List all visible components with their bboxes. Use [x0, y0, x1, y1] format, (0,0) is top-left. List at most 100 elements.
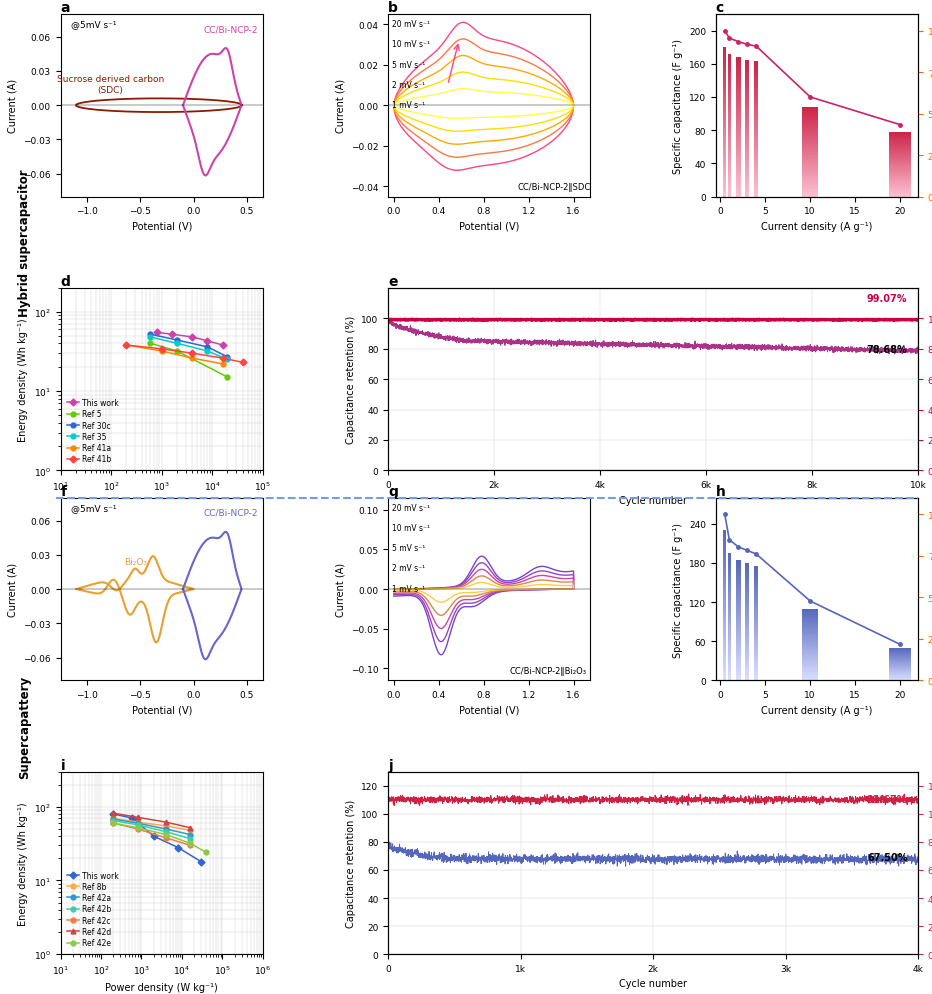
- Bar: [745, 83, 749, 85]
- Bar: [723, 636, 726, 638]
- Bar: [754, 623, 759, 625]
- Bar: [736, 83, 741, 85]
- Bar: [736, 677, 741, 679]
- Bar: [745, 159, 749, 161]
- Bar: [723, 673, 726, 676]
- Bar: [723, 68, 726, 71]
- Bar: [736, 610, 741, 612]
- Bar: [745, 665, 749, 667]
- Bar: [723, 615, 726, 618]
- Bar: [754, 595, 759, 597]
- Bar: [728, 178, 731, 181]
- Bar: [889, 193, 911, 194]
- Bar: [728, 571, 731, 573]
- Bar: [754, 191, 759, 193]
- Bar: [723, 583, 726, 585]
- Bar: [736, 659, 741, 661]
- Ref 42b: [132, 819, 144, 831]
- Bar: [736, 186, 741, 188]
- Bar: [728, 668, 731, 670]
- Bar: [754, 184, 759, 186]
- Bar: [754, 567, 759, 569]
- Bar: [754, 677, 759, 679]
- Bar: [728, 138, 731, 140]
- Ref 42a: [185, 829, 196, 841]
- Ref 42b: [185, 833, 196, 845]
- Bar: [723, 180, 726, 182]
- Bar: [745, 131, 749, 133]
- Bar: [723, 678, 726, 681]
- Bar: [745, 133, 749, 136]
- Bar: [754, 125, 759, 127]
- Bar: [723, 585, 726, 588]
- Bar: [745, 161, 749, 163]
- Bar: [754, 591, 759, 593]
- Bar: [802, 178, 818, 179]
- Bar: [723, 83, 726, 85]
- Bar: [745, 634, 749, 636]
- Bar: [728, 577, 731, 580]
- Bar: [736, 79, 741, 82]
- Bar: [723, 569, 726, 571]
- Bar: [728, 655, 731, 657]
- Bar: [745, 632, 749, 634]
- Bar: [728, 55, 731, 57]
- Line: This work: This work: [111, 812, 204, 864]
- Ref 42d: [160, 816, 171, 828]
- Bar: [889, 189, 911, 190]
- Bar: [802, 662, 818, 663]
- Bar: [802, 645, 818, 646]
- Ref 41b: [186, 348, 198, 360]
- Bar: [745, 606, 749, 608]
- Bar: [889, 137, 911, 138]
- Ref 30c: [144, 329, 156, 341]
- Bar: [723, 71, 726, 73]
- Ref 5: [222, 372, 233, 384]
- Bar: [736, 155, 741, 158]
- Bar: [754, 656, 759, 658]
- Bar: [745, 653, 749, 655]
- Bar: [754, 84, 759, 86]
- Bar: [728, 625, 731, 628]
- Bar: [736, 65, 741, 68]
- Bar: [728, 188, 731, 190]
- Bar: [802, 657, 818, 658]
- Bar: [754, 620, 759, 622]
- Bar: [723, 61, 726, 63]
- Bar: [736, 148, 741, 151]
- Bar: [728, 562, 731, 565]
- Bar: [802, 181, 818, 182]
- Bar: [754, 175, 759, 177]
- Text: 5 mV s⁻¹: 5 mV s⁻¹: [392, 61, 426, 70]
- Bar: [802, 119, 818, 121]
- Bar: [728, 102, 731, 104]
- Bar: [802, 653, 818, 654]
- Ref 8b: [160, 820, 171, 832]
- Bar: [889, 161, 911, 162]
- Bar: [745, 115, 749, 117]
- Bar: [723, 580, 726, 583]
- X-axis label: Current density (A g⁻¹): Current density (A g⁻¹): [761, 705, 872, 715]
- Bar: [736, 146, 741, 148]
- Bar: [736, 663, 741, 665]
- Ref 8b: [107, 812, 118, 824]
- Bar: [754, 127, 759, 130]
- Bar: [736, 606, 741, 608]
- Bar: [745, 94, 749, 97]
- Bar: [754, 98, 759, 100]
- Bar: [723, 618, 726, 620]
- Bar: [889, 157, 911, 158]
- Bar: [802, 118, 818, 119]
- Bar: [745, 655, 749, 657]
- Text: h: h: [716, 484, 726, 498]
- Bar: [723, 643, 726, 646]
- Bar: [754, 650, 759, 652]
- Text: d: d: [61, 274, 71, 288]
- Bar: [723, 152, 726, 155]
- Bar: [754, 675, 759, 677]
- Bar: [889, 178, 911, 179]
- Bar: [745, 65, 749, 68]
- Line: Ref 42b: Ref 42b: [111, 818, 193, 841]
- Bar: [745, 165, 749, 168]
- Bar: [745, 568, 749, 570]
